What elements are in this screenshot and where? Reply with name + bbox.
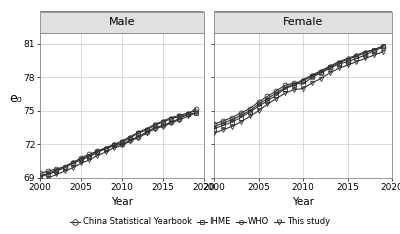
- Text: Male: Male: [109, 17, 135, 27]
- Text: Female: Female: [283, 17, 323, 27]
- X-axis label: Year: Year: [292, 197, 314, 207]
- Legend: China Statistical Yearbook, IHME, WHO, This study: China Statistical Yearbook, IHME, WHO, T…: [67, 214, 333, 230]
- Y-axis label: e₀: e₀: [9, 92, 22, 105]
- X-axis label: Year: Year: [111, 197, 133, 207]
